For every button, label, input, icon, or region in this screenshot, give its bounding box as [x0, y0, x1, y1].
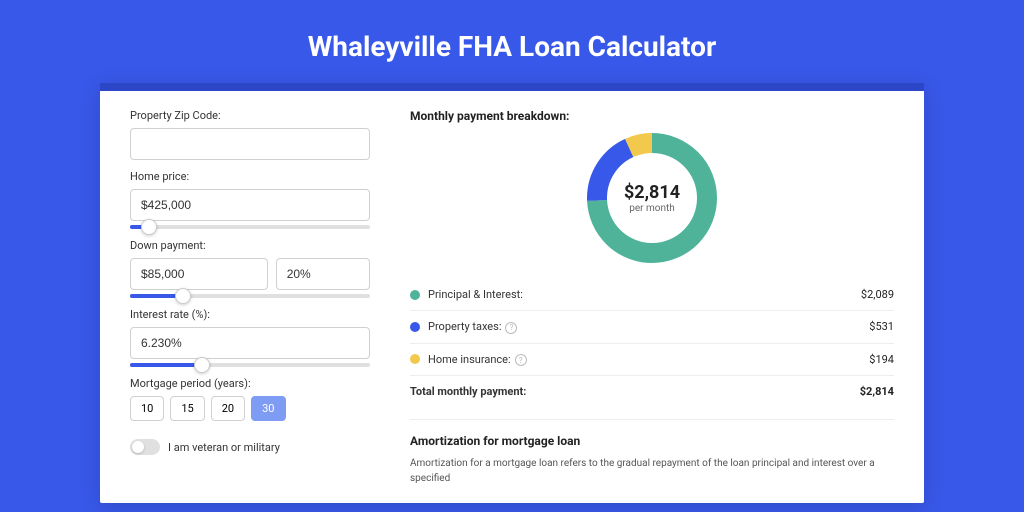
legend-row-tax: Property taxes:?$531 [410, 310, 894, 343]
period-pill-15[interactable]: 15 [170, 396, 204, 421]
period-label: Mortgage period (years): [130, 377, 370, 390]
amortization-title: Amortization for mortgage loan [410, 434, 894, 448]
interest-input[interactable] [130, 327, 370, 359]
home-price-label: Home price: [130, 170, 370, 183]
legend-row-pi: Principal & Interest:$2,089 [410, 279, 894, 310]
zip-label: Property Zip Code: [130, 109, 370, 122]
legend-label: Home insurance:? [428, 353, 869, 367]
period-pill-20[interactable]: 20 [211, 396, 245, 421]
calculator-card: Property Zip Code: Home price: Down paym… [100, 83, 924, 503]
slider-fill [130, 363, 202, 367]
zip-input[interactable] [130, 128, 370, 160]
info-icon[interactable]: ? [505, 322, 517, 334]
total-label: Total monthly payment: [410, 385, 860, 398]
breakdown-title: Monthly payment breakdown: [410, 109, 894, 123]
veteran-toggle[interactable] [130, 439, 160, 455]
page-title: Whaleyville FHA Loan Calculator [0, 0, 1024, 83]
slider-thumb[interactable] [194, 357, 210, 373]
down-payment-slider[interactable] [130, 294, 370, 298]
down-payment-percent-input[interactable] [276, 258, 370, 290]
breakdown-panel: Monthly payment breakdown: $2,814 per mo… [410, 109, 894, 473]
amortization-section: Amortization for mortgage loan Amortizat… [410, 419, 894, 486]
donut-sub: per month [629, 203, 675, 214]
period-pills: 1015 2030 [130, 396, 370, 421]
legend-dot [410, 354, 420, 364]
legend-dot [410, 322, 420, 332]
down-payment-amount-input[interactable] [130, 258, 268, 290]
legend-dot [410, 290, 420, 300]
toggle-knob [132, 441, 144, 453]
legend-amount: $2,089 [861, 288, 894, 301]
legend-label: Principal & Interest: [428, 288, 861, 301]
legend-amount: $194 [869, 353, 894, 366]
total-amount: $2,814 [860, 385, 894, 398]
slider-thumb[interactable] [141, 219, 157, 235]
home-price-input[interactable] [130, 189, 370, 221]
legend-row-ins: Home insurance:?$194 [410, 343, 894, 376]
interest-slider[interactable] [130, 363, 370, 367]
info-icon[interactable]: ? [515, 354, 527, 366]
slider-thumb[interactable] [175, 288, 191, 304]
period-pill-10[interactable]: 10 [130, 396, 164, 421]
amortization-text: Amortization for a mortgage loan refers … [410, 456, 894, 486]
inputs-panel: Property Zip Code: Home price: Down paym… [130, 109, 370, 473]
period-pill-30[interactable]: 30 [251, 396, 285, 421]
home-price-slider[interactable] [130, 225, 370, 229]
legend-label: Property taxes:? [428, 320, 869, 334]
donut-chart: $2,814 per month [587, 133, 717, 263]
legend: Principal & Interest:$2,089Property taxe… [410, 279, 894, 407]
legend-amount: $531 [869, 320, 894, 333]
legend-row-total: Total monthly payment:$2,814 [410, 375, 894, 407]
veteran-label: I am veteran or military [168, 441, 280, 454]
interest-label: Interest rate (%): [130, 308, 370, 321]
down-payment-label: Down payment: [130, 239, 370, 252]
donut-value: $2,814 [624, 182, 680, 203]
